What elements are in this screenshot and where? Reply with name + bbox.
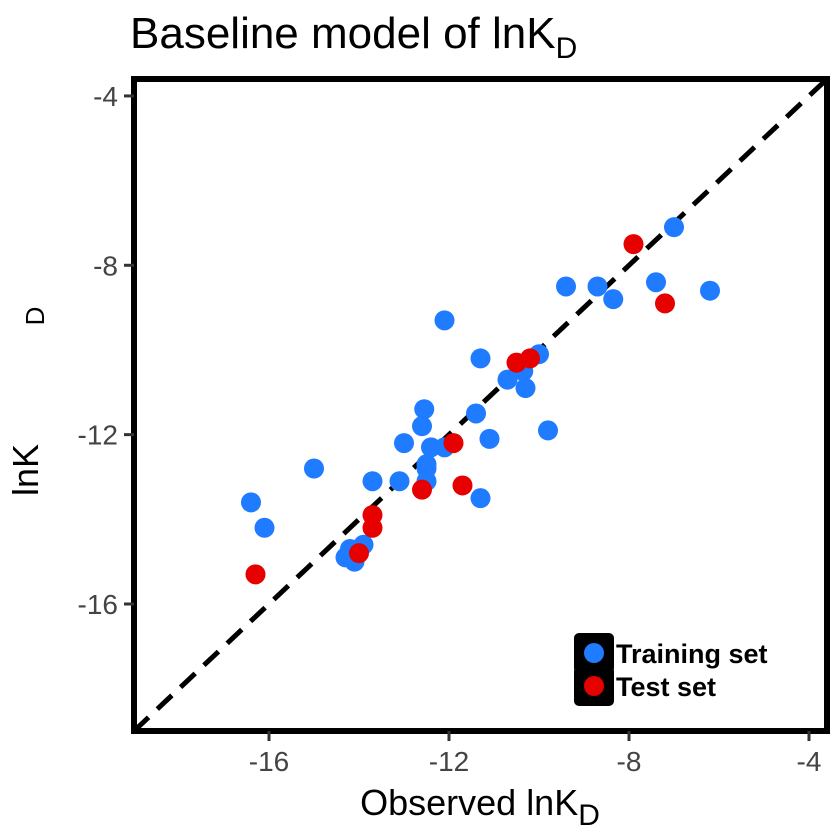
test-set-point [623, 234, 644, 255]
data-layer [134, 79, 827, 731]
plot-frame [131, 76, 830, 734]
training-set-point [470, 488, 491, 509]
x-axis-label-main: Observed lnK [360, 782, 578, 823]
test-set-point [362, 505, 383, 526]
test-set-point [349, 543, 369, 564]
x-tick-label: -12 [429, 746, 469, 777]
y-tick-label: -12 [78, 420, 118, 451]
test-set-point [452, 475, 473, 496]
training-set-point [470, 348, 491, 369]
series-test-set [245, 234, 675, 585]
training-set-point [700, 280, 720, 301]
legend-marker [584, 643, 604, 663]
training-set-point [254, 517, 275, 538]
test-set-point [655, 293, 675, 314]
test-set-point [520, 348, 540, 369]
legend-label: Training set [616, 639, 768, 669]
training-set-point [434, 310, 455, 331]
training-set-point [466, 403, 486, 424]
training-set-point [389, 471, 410, 492]
training-set-point [304, 458, 324, 479]
training-set-point [414, 399, 435, 420]
x-axis-label-subscript: D [578, 799, 600, 832]
training-set-point [479, 428, 500, 449]
test-set-point [443, 433, 464, 454]
training-set-point [646, 272, 666, 293]
series-training-set [241, 217, 720, 572]
training-set-point [515, 378, 536, 399]
training-set-point [538, 420, 558, 441]
chart-title-main: Baseline model of lnK [130, 9, 556, 58]
training-set-point [241, 492, 261, 513]
training-set-point [497, 369, 518, 390]
test-set-point [245, 564, 266, 585]
y-tick-label: -8 [93, 250, 118, 281]
training-set-point [412, 416, 432, 437]
chart-title: Baseline model of lnKD [130, 9, 577, 65]
x-tick-label: -16 [249, 746, 289, 777]
legend-marker [584, 676, 604, 696]
y-axis-label-main: lnK [5, 444, 46, 496]
x-tick-label: -8 [617, 746, 642, 777]
y-tick-label: -16 [78, 589, 118, 620]
training-set-point [362, 471, 383, 492]
training-set-point [394, 433, 414, 454]
chart-title-subscript: D [556, 32, 578, 65]
training-set-point [587, 276, 608, 297]
training-set-point [603, 289, 624, 310]
legend-label: Test set [616, 672, 716, 702]
training-set-point [664, 217, 684, 238]
training-set-point [556, 276, 576, 297]
x-tick-label: -4 [797, 746, 822, 777]
x-axis-label: Observed lnKD [360, 782, 600, 832]
y-tick-label: -4 [93, 81, 118, 112]
test-set-point [412, 479, 432, 500]
y-axis-label-subscript: D [20, 307, 50, 326]
